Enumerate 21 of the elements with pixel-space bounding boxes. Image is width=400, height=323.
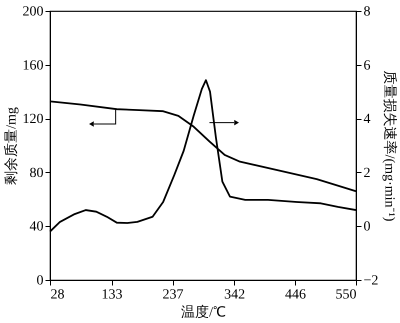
x-axis-title: 温度/℃ — [181, 304, 226, 320]
y2-tick-label: 4 — [364, 112, 370, 128]
y2-axis-title: 质量损失速率/(mg·min⁻¹) — [381, 70, 398, 222]
y-tick-label: 200 — [22, 4, 44, 20]
y2-tick-label: 0 — [364, 220, 370, 235]
x-tick-label: 237 — [162, 288, 184, 302]
x-tick-label: 550 — [336, 288, 356, 302]
x-tick-label: 28 — [50, 288, 64, 302]
x-tick-label: 342 — [224, 288, 246, 302]
y2-tick-label: 6 — [364, 58, 370, 74]
y-tick-label: 80 — [30, 166, 44, 181]
y-tick-label: 160 — [22, 58, 44, 74]
y-tick-label: 120 — [22, 112, 44, 128]
y2-tick-label: 8 — [364, 4, 370, 20]
x-tick-label: 446 — [285, 288, 306, 302]
y-tick-label: 0 — [36, 274, 44, 288]
y-tick-label: 40 — [30, 220, 44, 235]
y-axis-title: 剩余质量/mg — [4, 107, 20, 185]
y2-tick-label: −2 — [364, 274, 378, 288]
x-tick-label: 133 — [102, 288, 123, 302]
y2-tick-label: 2 — [364, 166, 370, 181]
